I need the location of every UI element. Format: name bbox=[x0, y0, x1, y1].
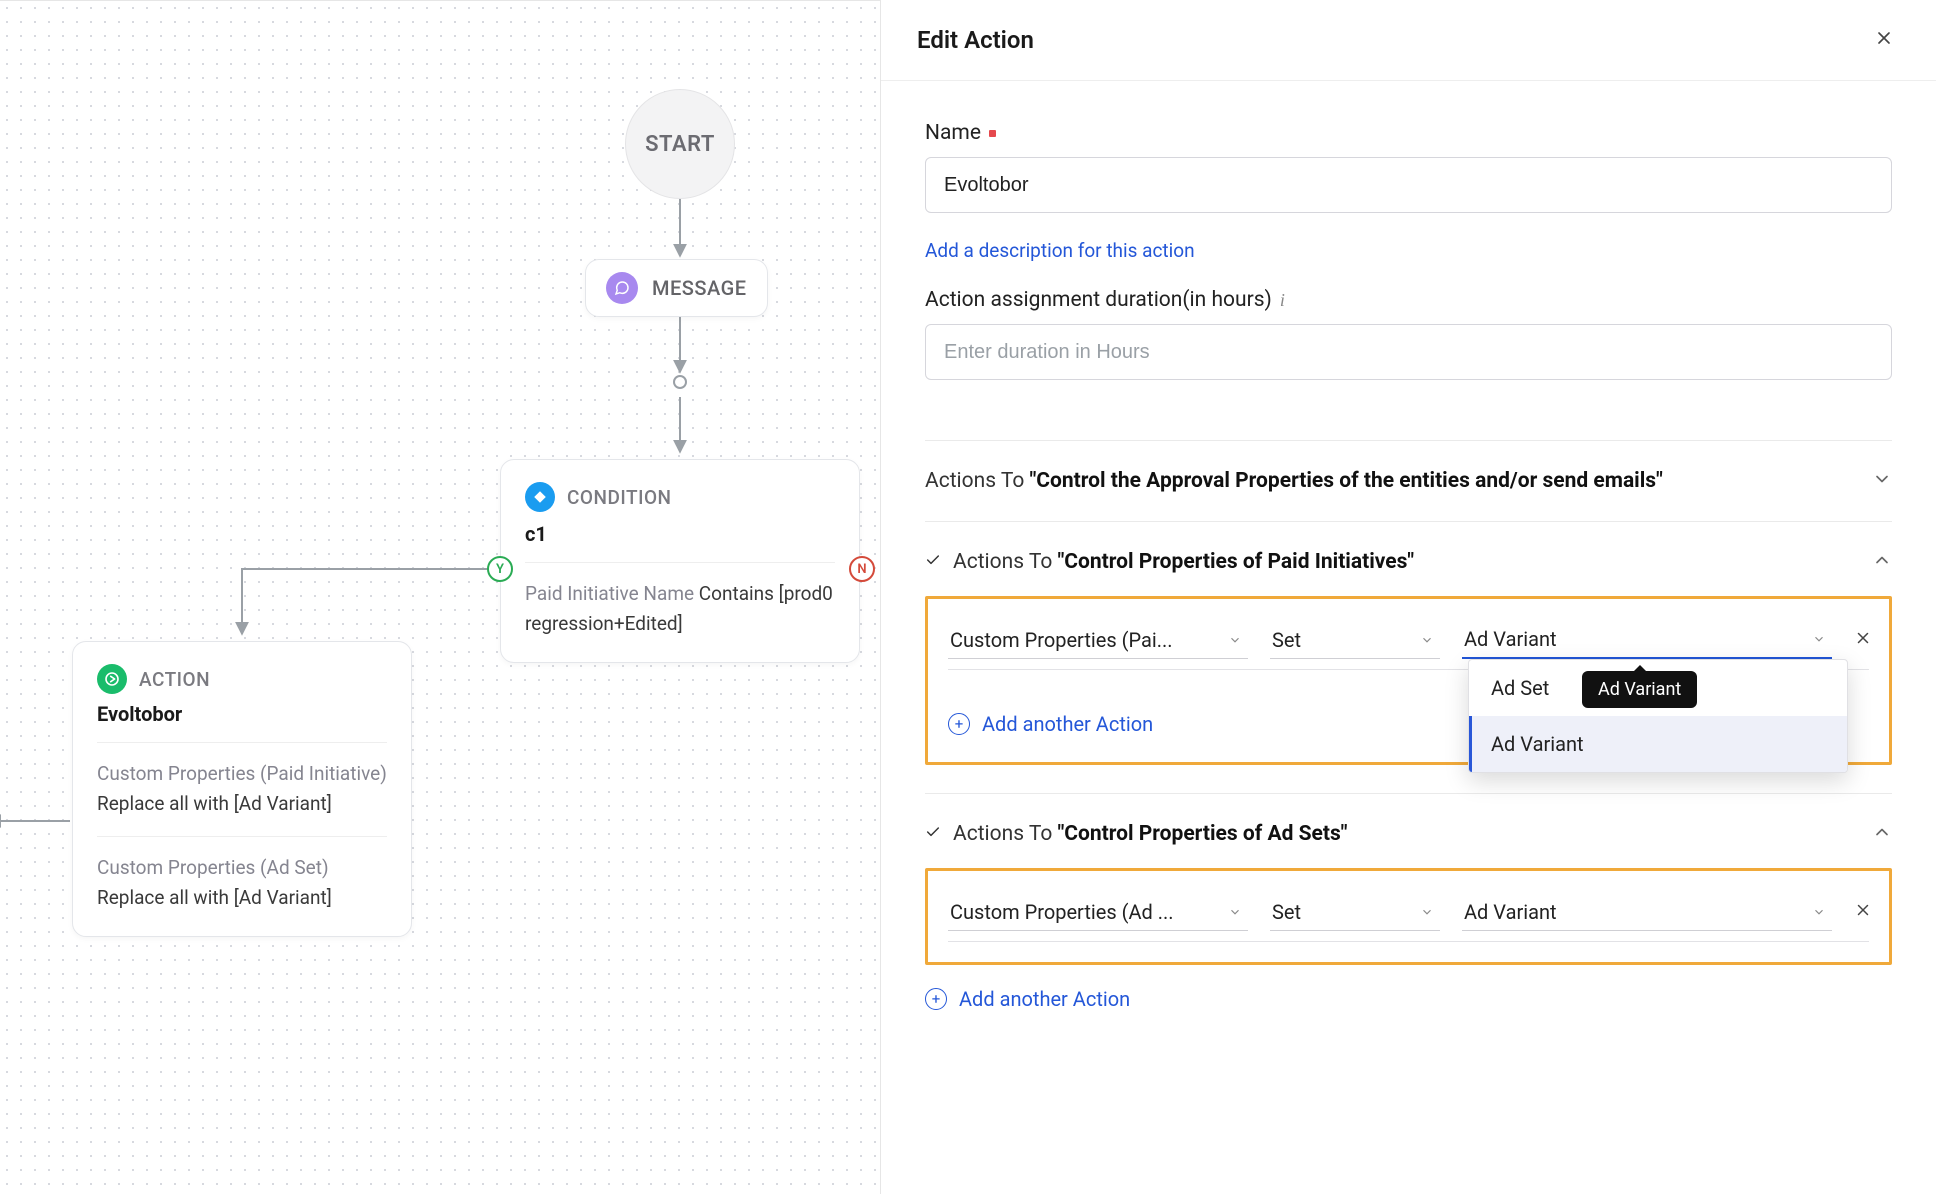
chevron-down-icon bbox=[1420, 900, 1434, 924]
value-select[interactable]: Ad Variant bbox=[1462, 893, 1832, 931]
duration-label: Action assignment duration(in hours) i bbox=[925, 288, 1892, 312]
chevron-down-icon bbox=[1812, 900, 1826, 924]
edit-action-panel: Edit Action Name Add a description for t… bbox=[880, 0, 1936, 1194]
condition-body: Paid Initiative Name Contains [prod0 reg… bbox=[525, 579, 835, 640]
plus-icon: + bbox=[948, 713, 970, 735]
chevron-down-icon bbox=[1228, 900, 1242, 924]
workflow-canvas[interactable]: START MESSAGE CONDITION c1 Paid Initiati… bbox=[0, 0, 880, 1194]
name-input[interactable] bbox=[925, 157, 1892, 213]
paid-action-box: Custom Properties (Pai... Set bbox=[925, 596, 1892, 765]
add-description-link[interactable]: Add a description for this action bbox=[925, 239, 1195, 262]
operator-select[interactable]: Set bbox=[1270, 893, 1440, 931]
section-paid-toggle[interactable]: Actions To "Control Properties of Paid I… bbox=[925, 550, 1892, 574]
action-icon bbox=[97, 664, 127, 694]
chevron-down-icon bbox=[1420, 628, 1434, 652]
property-select[interactable]: Custom Properties (Ad ... bbox=[948, 893, 1248, 931]
adsets-action-row: Custom Properties (Ad ... Set bbox=[948, 893, 1869, 942]
condition-node[interactable]: CONDITION c1 Paid Initiative Name Contai… bbox=[500, 459, 860, 663]
remove-row-button[interactable] bbox=[1854, 901, 1872, 923]
action-node[interactable]: ACTION Evoltobor Custom Properties (Paid… bbox=[72, 641, 412, 937]
connector-dot[interactable] bbox=[673, 375, 687, 389]
message-label: MESSAGE bbox=[652, 276, 747, 300]
panel-title: Edit Action bbox=[917, 26, 1034, 54]
chevron-down-icon bbox=[1872, 469, 1892, 493]
check-icon bbox=[925, 824, 941, 844]
dropdown-option-advariant[interactable]: Ad Variant bbox=[1469, 716, 1847, 772]
check-icon bbox=[925, 552, 941, 572]
section-paid-title: Actions To "Control Properties of Paid I… bbox=[953, 550, 1414, 574]
chevron-up-icon bbox=[1872, 550, 1892, 574]
message-node[interactable]: MESSAGE bbox=[585, 259, 768, 317]
chevron-down-icon bbox=[1228, 628, 1242, 652]
duration-input[interactable] bbox=[925, 324, 1892, 380]
condition-port-no[interactable]: N bbox=[849, 556, 875, 582]
chevron-down-icon bbox=[1812, 627, 1826, 651]
required-indicator bbox=[989, 130, 996, 137]
start-label: START bbox=[645, 132, 715, 157]
action-tag: ACTION bbox=[139, 668, 210, 691]
chevron-up-icon bbox=[1872, 822, 1892, 846]
section-approval-toggle[interactable]: Actions To "Control the Approval Propert… bbox=[925, 469, 1892, 493]
condition-tag: CONDITION bbox=[567, 486, 672, 509]
property-select[interactable]: Custom Properties (Pai... bbox=[948, 621, 1248, 659]
section-approval-title: Actions To "Control the Approval Propert… bbox=[925, 469, 1663, 493]
condition-icon bbox=[525, 482, 555, 512]
start-node[interactable]: START bbox=[625, 89, 735, 199]
info-icon[interactable]: i bbox=[1280, 290, 1285, 311]
section-adsets-toggle[interactable]: Actions To "Control Properties of Ad Set… bbox=[925, 822, 1892, 846]
tooltip: Ad Variant bbox=[1582, 671, 1697, 708]
value-select[interactable]: Ad Variant bbox=[1462, 621, 1832, 659]
adsets-action-box: Custom Properties (Ad ... Set bbox=[925, 868, 1892, 965]
condition-name: c1 bbox=[525, 522, 835, 546]
message-icon bbox=[606, 272, 638, 304]
name-label: Name bbox=[925, 121, 1892, 145]
operator-select[interactable]: Set bbox=[1270, 621, 1440, 659]
action-name: Evoltobor bbox=[97, 702, 387, 726]
remove-row-button[interactable] bbox=[1854, 629, 1872, 651]
action-body-2: Custom Properties (Ad Set) Replace all w… bbox=[97, 853, 387, 914]
plus-icon: + bbox=[925, 988, 947, 1010]
action-body-1: Custom Properties (Paid Initiative) Repl… bbox=[97, 759, 387, 820]
condition-port-yes[interactable]: Y bbox=[487, 556, 513, 582]
add-another-action-button[interactable]: + Add another Action bbox=[925, 987, 1892, 1011]
close-button[interactable] bbox=[1868, 22, 1900, 58]
section-adsets-title: Actions To "Control Properties of Ad Set… bbox=[953, 822, 1347, 846]
